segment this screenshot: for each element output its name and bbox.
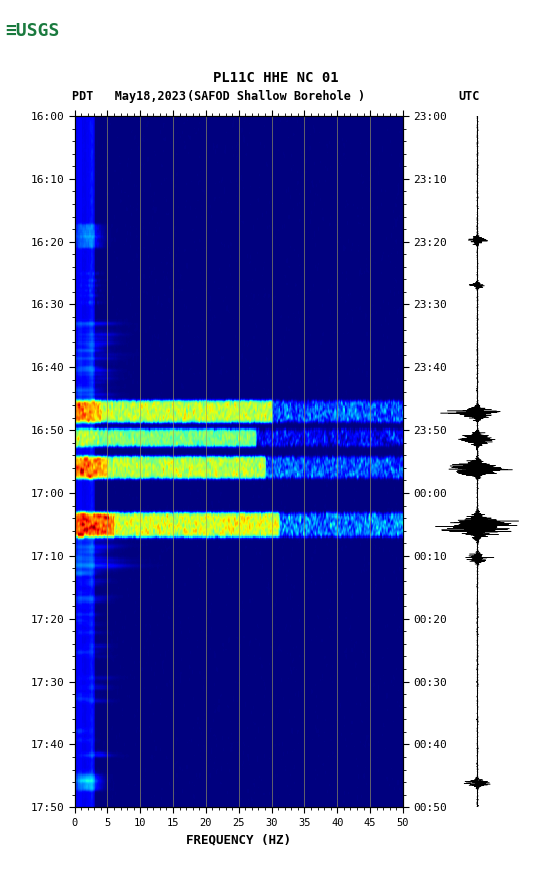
Text: PDT   May18,2023: PDT May18,2023 bbox=[72, 89, 186, 103]
Text: PL11C HHE NC 01: PL11C HHE NC 01 bbox=[213, 70, 339, 85]
Text: UTC: UTC bbox=[459, 89, 480, 103]
Text: ≡USGS: ≡USGS bbox=[6, 22, 60, 40]
X-axis label: FREQUENCY (HZ): FREQUENCY (HZ) bbox=[186, 833, 291, 847]
Text: (SAFOD Shallow Borehole ): (SAFOD Shallow Borehole ) bbox=[187, 89, 365, 103]
